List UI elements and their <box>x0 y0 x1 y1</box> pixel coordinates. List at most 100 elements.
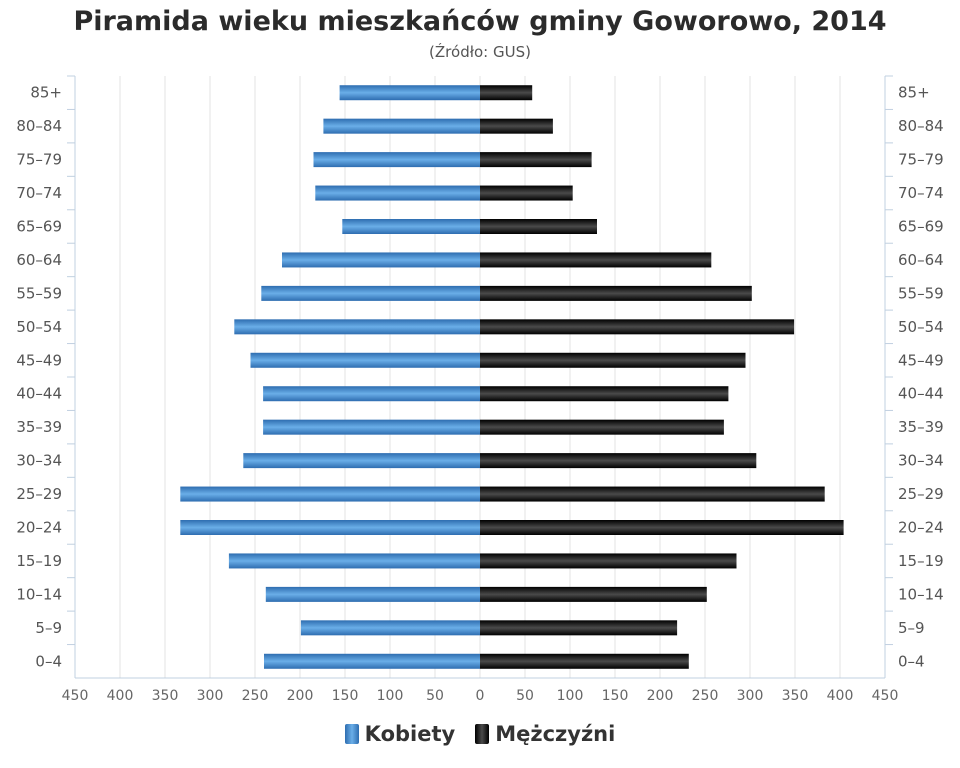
legend-item-male[interactable]: Mężczyźni <box>475 722 615 746</box>
y-tick-label-left: 55–59 <box>16 284 62 302</box>
bar-female <box>323 118 480 134</box>
bar-male <box>480 319 795 335</box>
x-tick-label: 200 <box>287 688 314 704</box>
bar-male <box>480 453 757 469</box>
y-tick-label-left: 75–79 <box>16 151 62 169</box>
y-tick-label-right: 5–9 <box>898 619 925 637</box>
bar-female <box>228 553 480 569</box>
y-tick-label-left: 5–9 <box>35 619 62 637</box>
y-tick-label-right: 45–49 <box>898 351 944 369</box>
bar-female <box>243 453 480 469</box>
chart-subtitle: (Źródło: GUS) <box>429 43 531 61</box>
bar-female <box>250 352 480 368</box>
y-tick-label-right: 10–14 <box>898 585 944 603</box>
bar-female <box>315 185 480 201</box>
bar-male <box>480 520 844 535</box>
chart-title: Piramida wieku mieszkańców gminy Goworow… <box>73 6 887 37</box>
y-tick-label-right: 20–24 <box>898 519 944 537</box>
bar-female <box>339 85 480 101</box>
bar-male <box>480 252 712 268</box>
legend-item-female[interactable]: Kobiety <box>344 722 456 746</box>
x-tick-label: 250 <box>692 688 719 704</box>
y-tick-label-left: 60–64 <box>16 251 62 269</box>
x-tick-label: 300 <box>737 688 764 704</box>
legend-label-male: Mężczyźni <box>495 722 616 746</box>
x-tick-label: 150 <box>602 688 629 704</box>
legend-swatch-male <box>475 724 490 744</box>
bar-female <box>261 285 480 301</box>
y-tick-label-left: 10–14 <box>16 585 62 603</box>
bar-female <box>180 486 481 502</box>
bar-male <box>480 285 752 301</box>
x-tick-label: 50 <box>516 688 534 704</box>
x-tick-label: 100 <box>377 688 404 704</box>
y-tick-label-right: 35–39 <box>898 418 944 436</box>
y-tick-label-right: 75–79 <box>898 151 944 169</box>
y-tick-label-left: 30–34 <box>16 452 62 470</box>
bar-female <box>264 653 480 669</box>
bar-female <box>234 319 480 335</box>
y-tick-label-right: 40–44 <box>898 385 944 403</box>
bar-female <box>282 252 480 268</box>
y-tick-label-right: 60–64 <box>898 251 944 269</box>
y-tick-label-left: 20–24 <box>16 519 62 537</box>
bar-male <box>480 85 533 101</box>
x-tick-label: 50 <box>426 688 444 704</box>
bar-male <box>480 152 592 168</box>
bar-female <box>263 386 480 402</box>
y-tick-label-left: 80–84 <box>16 117 62 135</box>
x-tick-label: 300 <box>197 688 224 704</box>
legend-swatch-female <box>344 724 359 744</box>
y-tick-label-right: 50–54 <box>898 318 944 336</box>
y-tick-label-right: 65–69 <box>898 218 944 236</box>
bar-male <box>480 553 737 569</box>
bar-male <box>480 486 825 502</box>
chart-legend: Kobiety Mężczyźni <box>0 722 960 746</box>
x-tick-label: 400 <box>827 688 854 704</box>
x-tick-label: 450 <box>62 688 89 704</box>
legend-label-female: Kobiety <box>364 722 456 746</box>
x-tick-label: 0 <box>476 688 485 704</box>
population-pyramid-chart: 450 400 350 300 250 200 150 100 50 0 50 100 150 200 25… <box>16 75 944 704</box>
y-tick-label-right: 85+ <box>898 84 930 102</box>
x-tick-label: 150 <box>332 688 359 704</box>
bar-male <box>480 620 678 636</box>
y-tick-label-right: 55–59 <box>898 284 944 302</box>
bar-male <box>480 386 729 402</box>
y-tick-label-right: 70–74 <box>898 184 944 202</box>
bar-female <box>265 586 480 602</box>
y-tick-label-right: 15–19 <box>898 552 944 570</box>
bar-female <box>180 520 481 535</box>
y-tick-label-left: 35–39 <box>16 418 62 436</box>
bar-male <box>480 219 597 234</box>
y-tick-label-right: 25–29 <box>898 485 944 503</box>
bar-female <box>313 152 480 168</box>
y-tick-label-left: 50–54 <box>16 318 62 336</box>
x-tick-label: 100 <box>557 688 584 704</box>
x-tick-label: 400 <box>107 688 134 704</box>
bar-male <box>480 586 707 602</box>
y-tick-label-left: 40–44 <box>16 385 62 403</box>
y-tick-label-left: 0–4 <box>35 652 62 670</box>
y-tick-label-right: 80–84 <box>898 117 944 135</box>
x-tick-label: 250 <box>242 688 269 704</box>
y-tick-label-left: 25–29 <box>16 485 62 503</box>
x-tick-label: 200 <box>647 688 674 704</box>
bar-male <box>480 118 553 134</box>
y-tick-label-right: 30–34 <box>898 452 944 470</box>
bar-female <box>342 219 480 234</box>
x-tick-label: 450 <box>872 688 899 704</box>
bar-male <box>480 185 573 201</box>
y-tick-label-right: 0–4 <box>898 652 925 670</box>
bar-female <box>263 419 480 435</box>
bar-male <box>480 352 746 368</box>
bar-female <box>300 620 480 636</box>
y-tick-label-left: 70–74 <box>16 184 62 202</box>
bar-male <box>480 653 689 669</box>
x-tick-label: 350 <box>152 688 179 704</box>
x-tick-label: 350 <box>782 688 809 704</box>
bar-male <box>480 419 724 435</box>
y-tick-label-left: 15–19 <box>16 552 62 570</box>
y-tick-label-left: 85+ <box>30 84 62 102</box>
y-tick-label-left: 65–69 <box>16 218 62 236</box>
